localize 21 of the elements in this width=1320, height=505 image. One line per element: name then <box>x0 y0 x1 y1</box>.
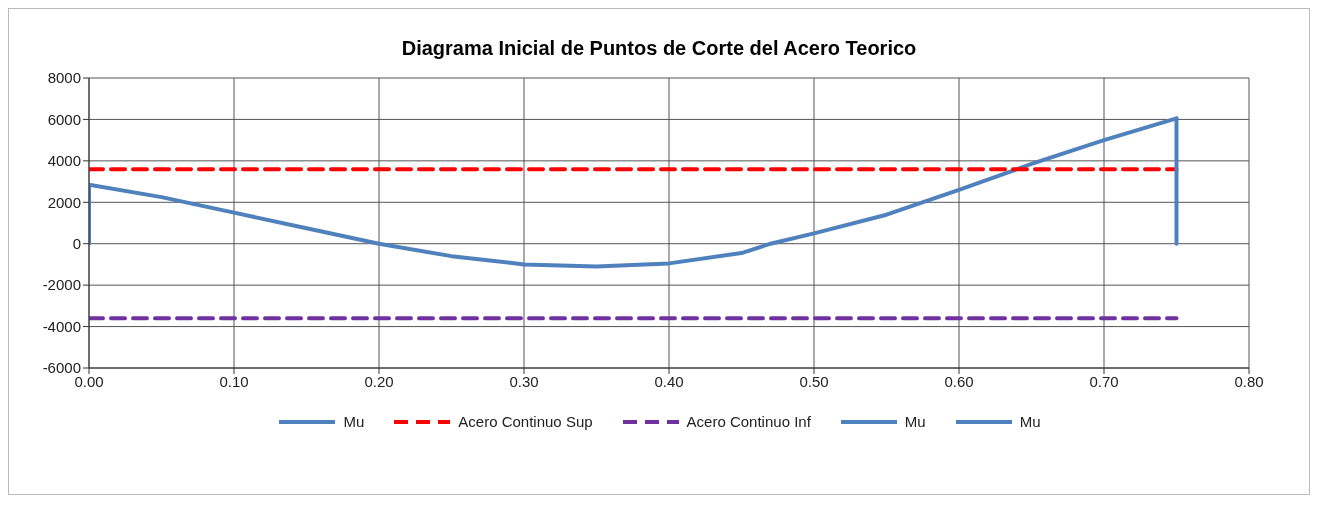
legend-label: Acero Continuo Inf <box>686 413 811 430</box>
y-tick-label: 0 <box>72 235 81 253</box>
x-tick-label: 0.20 <box>364 372 394 390</box>
y-tick-label: 4000 <box>47 152 81 170</box>
x-tick-label: 0.40 <box>654 372 684 390</box>
x-tick-label: 0.10 <box>219 372 249 390</box>
y-tick-label: 2000 <box>47 193 81 211</box>
legend-label: Acero Continuo Sup <box>458 413 593 430</box>
x-tick-label: 0.80 <box>1234 372 1264 390</box>
y-tick-label: 6000 <box>47 110 81 128</box>
legend-label: Mu <box>1019 413 1041 430</box>
chart-title: Diagrama Inicial de Puntos de Corte del Acero Teorico <box>400 37 918 60</box>
x-tick-label: 0.50 <box>799 372 829 390</box>
legend-label: Mu <box>904 413 926 430</box>
x-tick-label: 0.60 <box>944 372 974 390</box>
x-tick-label: 0.30 <box>509 372 539 390</box>
x-tick-label: 0.70 <box>1089 372 1119 390</box>
legend-label: Mu <box>343 413 365 430</box>
y-tick-label: -4000 <box>42 317 81 335</box>
y-tick-label: 8000 <box>47 69 81 87</box>
y-tick-label: -2000 <box>42 276 81 294</box>
